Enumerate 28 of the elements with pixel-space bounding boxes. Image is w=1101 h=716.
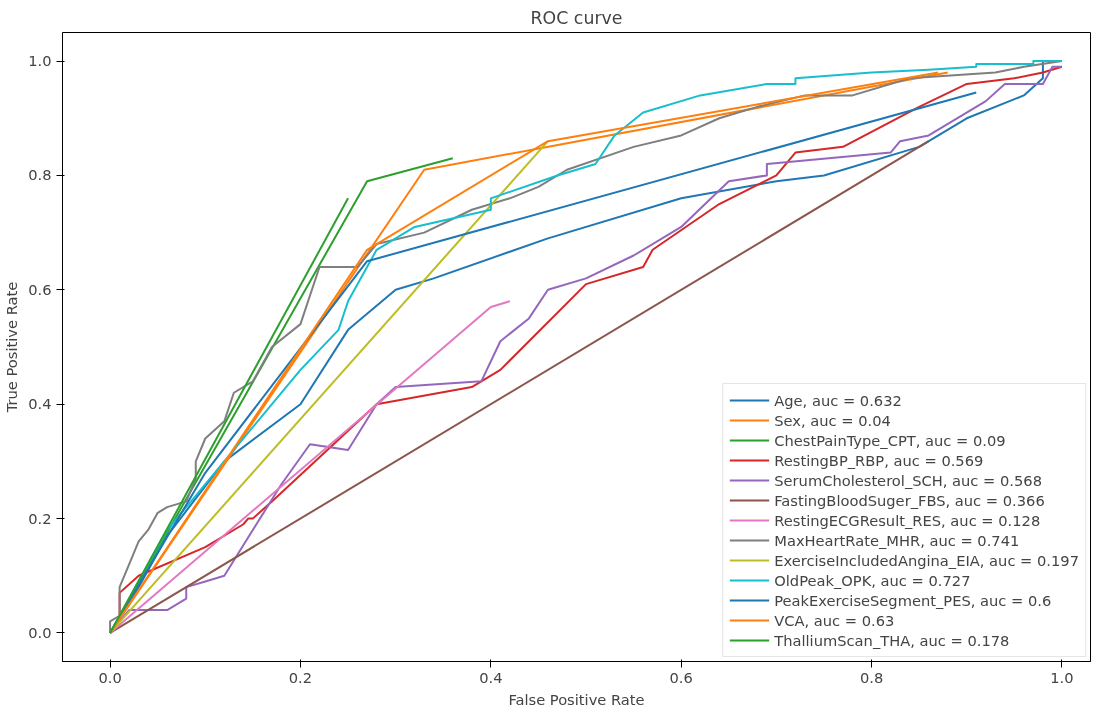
x-tick-label: 0.6	[669, 668, 693, 686]
legend-label: ChestPainType_CPT, auc = 0.09	[774, 431, 1006, 449]
legend-label: VCA, auc = 0.63	[774, 611, 895, 629]
legend-label: Sex, auc = 0.04	[774, 411, 891, 429]
y-tick-label: 1.0	[28, 52, 52, 70]
x-tick-label: 0.2	[288, 668, 313, 686]
legend-label: ThalliumScan_THA, auc = 0.178	[774, 631, 1010, 649]
x-tick-label: 0.0	[98, 668, 122, 686]
legend-label: FastingBloodSuger_FBS, auc = 0.366	[774, 491, 1045, 509]
y-tick-label: 0.4	[28, 395, 52, 413]
y-tick-label: 0.0	[28, 623, 52, 641]
legend-label: Age, auc = 0.632	[774, 391, 902, 409]
legend-label: RestingECGResult_RES, auc = 0.128	[774, 511, 1041, 529]
y-axis-title: True Positive Rate	[3, 281, 21, 414]
legend-label: SerumCholesterol_SCH, auc = 0.568	[774, 471, 1042, 489]
y-tick-label: 0.6	[28, 280, 52, 298]
y-tick-label: 0.2	[28, 509, 52, 527]
legend-label: OldPeak_OPK, auc = 0.727	[774, 571, 971, 589]
legend-label: PeakExerciseSegment_PES, auc = 0.6	[774, 591, 1052, 609]
legend-label: RestingBP_RBP, auc = 0.569	[774, 451, 984, 469]
y-tick-label: 0.8	[28, 166, 52, 184]
legend-label: MaxHeartRate_MHR, auc = 0.741	[774, 531, 1020, 549]
x-axis-title: False Positive Rate	[508, 690, 645, 708]
x-tick-label: 0.8	[859, 668, 884, 686]
x-tick-label: 1.0	[1050, 668, 1074, 686]
chart-title: ROC curve	[530, 7, 623, 28]
x-tick-label: 0.4	[479, 668, 503, 686]
legend-label: ExerciseIncludedAngina_EIA, auc = 0.197	[774, 551, 1079, 569]
